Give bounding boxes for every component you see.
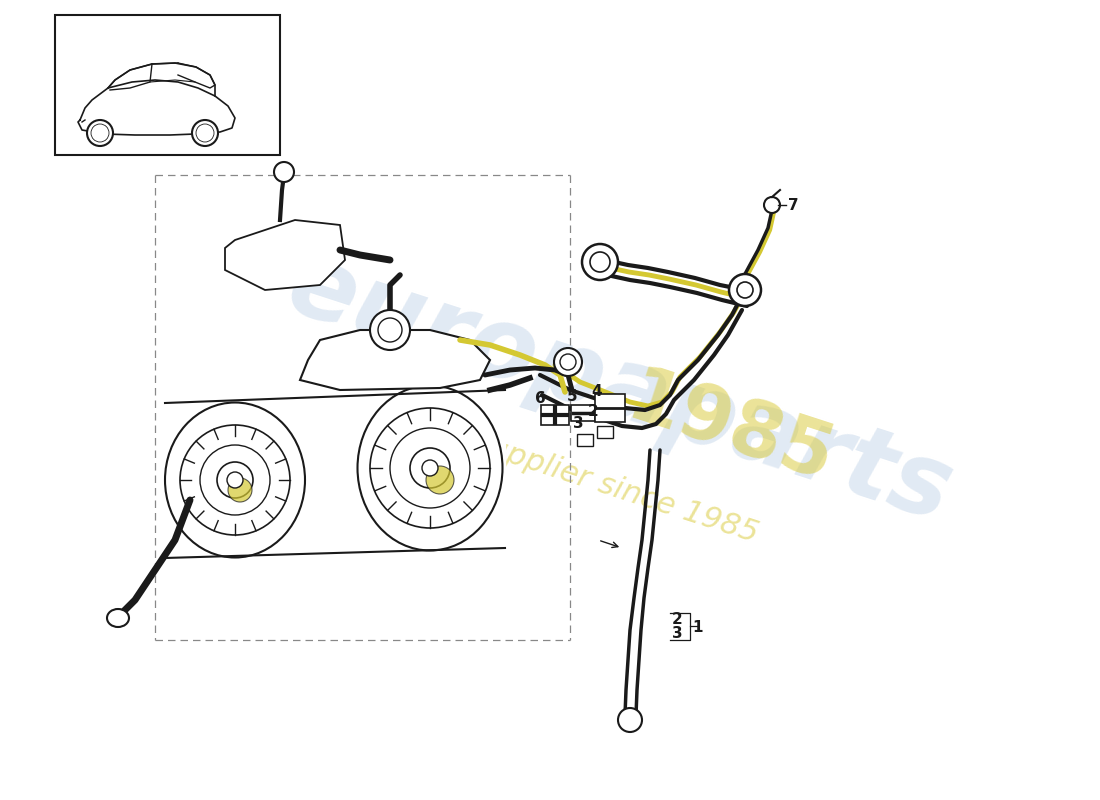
Circle shape [370,408,490,528]
Circle shape [87,120,113,146]
Polygon shape [226,220,345,290]
Text: 7: 7 [788,198,799,213]
Ellipse shape [165,402,305,558]
Circle shape [729,274,761,306]
Text: 3: 3 [672,626,683,641]
Ellipse shape [358,386,503,550]
Bar [55,15,280,155]
Circle shape [426,466,454,494]
Circle shape [199,127,211,139]
Text: europaparts: europaparts [276,237,964,543]
Text: 6: 6 [535,391,546,406]
Circle shape [227,472,243,488]
Circle shape [422,460,438,476]
Text: a parts supplier since 1985: a parts supplier since 1985 [359,392,762,548]
Circle shape [554,348,582,376]
Polygon shape [300,330,490,390]
Ellipse shape [107,609,129,627]
Text: 2: 2 [587,404,598,419]
Circle shape [217,462,253,498]
Circle shape [378,318,402,342]
Circle shape [180,425,290,535]
Bar [541,405,569,425]
Circle shape [390,428,470,508]
Circle shape [91,124,109,142]
Bar [595,394,625,422]
Circle shape [370,310,410,350]
Circle shape [410,448,450,488]
Bar [597,426,613,438]
Circle shape [274,162,294,182]
Circle shape [196,124,214,142]
Circle shape [192,120,218,146]
Bar [578,434,593,446]
Text: 4: 4 [592,384,603,399]
Circle shape [200,445,270,515]
Circle shape [582,244,618,280]
Text: 1985: 1985 [617,362,843,498]
Circle shape [228,478,252,502]
Text: 5: 5 [566,389,578,404]
Circle shape [737,282,754,298]
Text: 1: 1 [692,619,703,634]
Circle shape [560,354,576,370]
Circle shape [618,708,642,732]
Circle shape [764,197,780,213]
Text: 2: 2 [672,613,683,627]
Circle shape [590,252,610,272]
Circle shape [94,127,106,139]
Text: 3: 3 [573,416,583,431]
Bar [571,405,595,421]
